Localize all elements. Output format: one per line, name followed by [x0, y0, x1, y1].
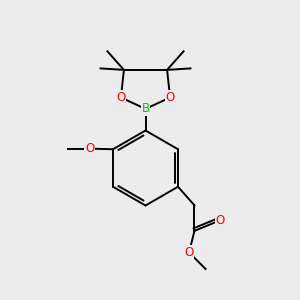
Text: O: O: [116, 91, 125, 104]
Text: O: O: [215, 214, 225, 227]
Text: O: O: [85, 142, 94, 155]
Text: O: O: [184, 246, 194, 259]
Text: O: O: [166, 91, 175, 104]
Text: B: B: [141, 102, 150, 116]
